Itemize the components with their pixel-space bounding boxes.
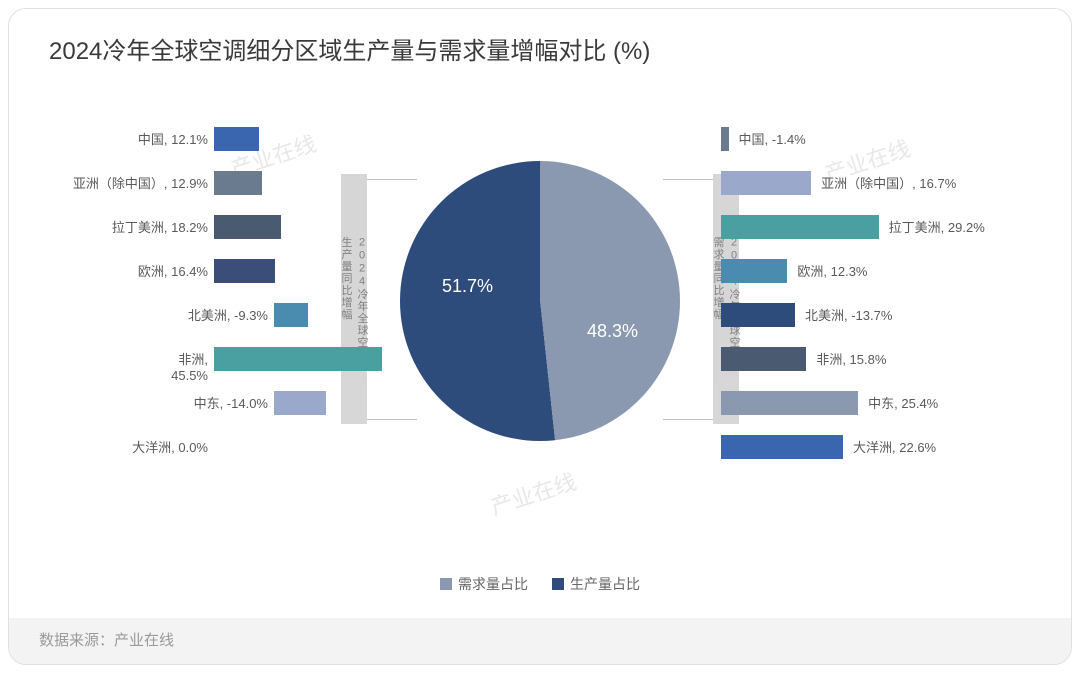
left-bar-chart: 中国, 12.1% 亚洲（除中国）, 12.9% 拉丁美洲, 18.2% 欧洲, 16… [9,119,389,471]
bar-row: 大洋洲, 0.0% [9,427,389,467]
bar-label: 北美洲, -13.7% [805,305,892,324]
bar-rect [214,127,259,151]
bar-row: 欧洲, 12.3% [691,251,1071,291]
bar-label: 大洋洲, 0.0% [132,437,208,456]
bar-rect [721,259,787,283]
data-source: 数据来源：产业在线 [9,618,1071,664]
right-bar-chart: 中国, -1.4% 亚洲（除中国）, 16.7% 拉丁美洲, 29.2% 欧洲, 12… [691,119,1071,471]
bar-rect [274,391,326,415]
bar-row: 北美洲, -9.3% [9,295,389,335]
bar-label: 欧洲, 12.3% [797,261,867,280]
bar-row: 大洋洲, 22.6% [691,427,1071,467]
chart-area: 产业在线 产业在线 产业在线 2024冷年全球空调生产量同比增幅 2024冷年全… [9,119,1071,549]
bar-row: 非洲, 45.5% [9,339,389,379]
bar-row: 亚洲（除中国）, 12.9% [9,163,389,203]
bar-row: 欧洲, 16.4% [9,251,389,291]
bar-label: 亚洲（除中国）, 12.9% [73,173,208,192]
bar-rect [214,347,382,371]
bar-label: 亚洲（除中国）, 16.7% [821,173,956,192]
bar-row: 中国, -1.4% [691,119,1071,159]
legend-label: 生产量占比 [570,574,640,594]
bar-row: 拉丁美洲, 18.2% [9,207,389,247]
bar-rect [721,171,811,195]
bar-rect [721,347,806,371]
bar-row: 中国, 12.1% [9,119,389,159]
bar-label: 欧洲, 16.4% [138,261,208,280]
bar-rect [721,303,795,327]
bar-label: 中东, -14.0% [194,393,268,412]
chart-title: 2024冷年全球空调细分区域生产量与需求量增幅对比 (%) [9,9,1071,66]
bar-label: 中国, 12.1% [138,129,208,148]
watermark-text: 产业在线 [486,464,580,522]
bar-label: 拉丁美洲, 29.2% [889,217,985,236]
legend-label: 需求量占比 [458,574,528,594]
bar-rect [721,127,729,151]
pie-slice-label-production: 51.7% [442,276,493,297]
bar-row: 亚洲（除中国）, 16.7% [691,163,1071,203]
bar-rect [274,303,308,327]
bar-label: 中东, 25.4% [868,393,938,412]
chart-card: 2024冷年全球空调细分区域生产量与需求量增幅对比 (%) 产业在线 产业在线 … [8,8,1072,665]
bar-label: 中国, -1.4% [739,129,806,148]
bar-label: 非洲, 45.5% [171,349,208,383]
legend-swatch [552,578,564,590]
legend: 需求量占比 生产量占比 [440,574,640,594]
bar-row: 北美洲, -13.7% [691,295,1071,335]
legend-item-demand: 需求量占比 [440,574,528,594]
legend-swatch [440,578,452,590]
pie-disc [400,161,680,441]
bar-rect [721,215,879,239]
bar-label: 拉丁美洲, 18.2% [112,217,208,236]
bar-rect [214,215,281,239]
bar-label: 北美洲, -9.3% [188,305,268,324]
pie-chart: 51.7% 48.3% [400,161,680,441]
bar-label: 大洋洲, 22.6% [853,437,936,456]
bar-row: 中东, 25.4% [691,383,1071,423]
legend-item-production: 生产量占比 [552,574,640,594]
bar-rect [721,391,858,415]
pie-slice-label-demand: 48.3% [587,321,638,342]
bar-row: 中东, -14.0% [9,383,389,423]
bar-row: 非洲, 15.8% [691,339,1071,379]
bar-rect [214,259,275,283]
bar-rect [214,171,262,195]
bar-row: 拉丁美洲, 29.2% [691,207,1071,247]
bar-rect [721,435,843,459]
bar-label: 非洲, 15.8% [816,349,886,368]
